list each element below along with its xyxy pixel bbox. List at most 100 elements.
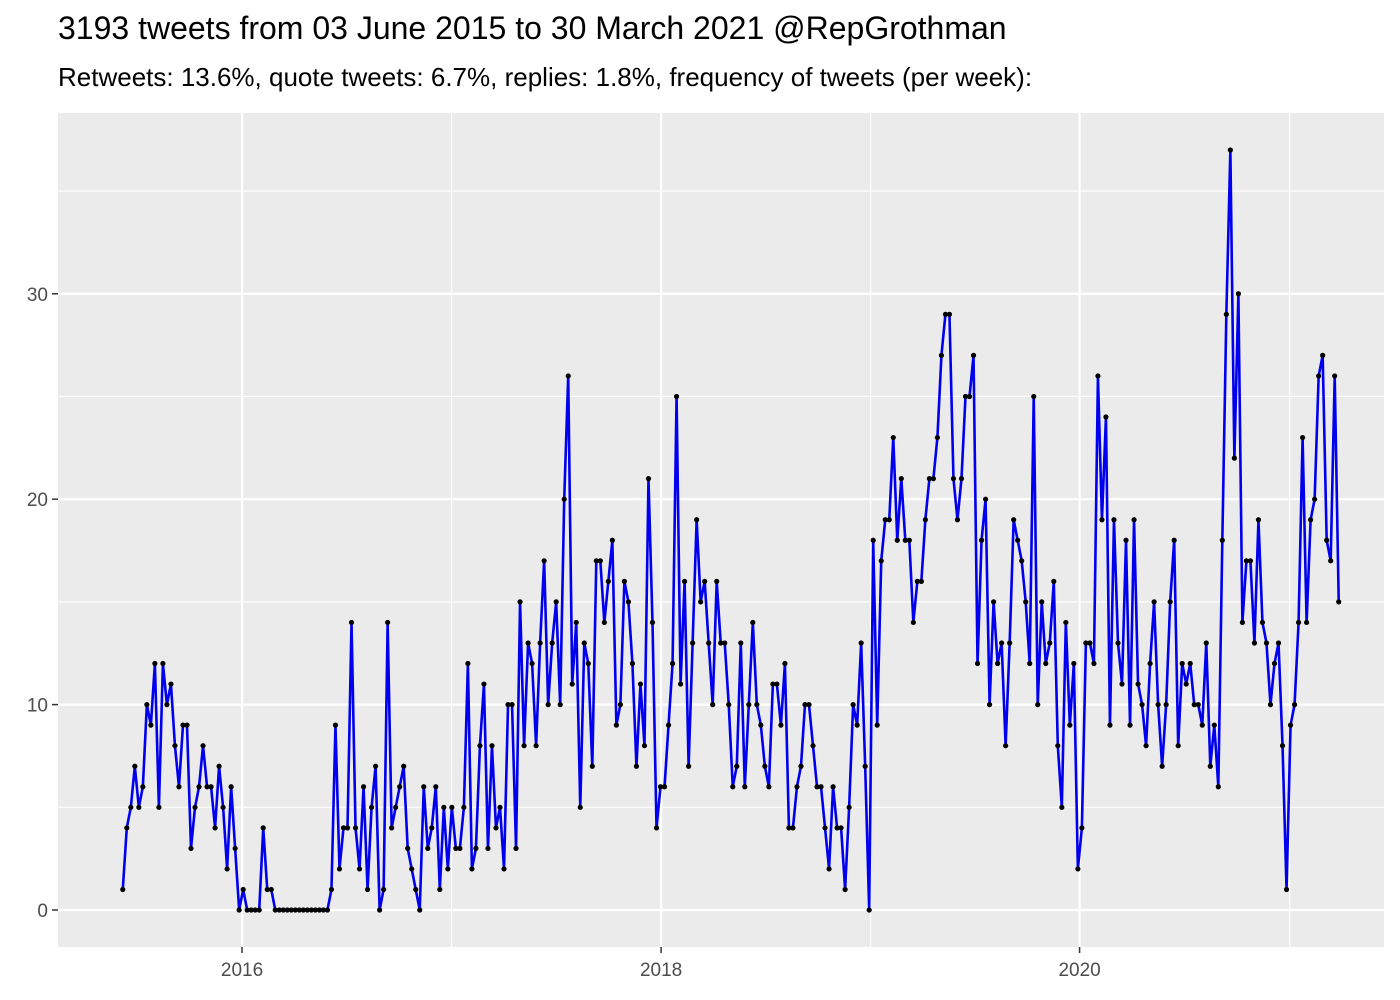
data-point xyxy=(336,866,343,872)
data-point xyxy=(898,476,904,482)
data-point xyxy=(1291,702,1298,708)
data-point xyxy=(501,866,507,872)
data-point xyxy=(344,825,351,831)
data-point xyxy=(637,681,644,687)
data-point xyxy=(1203,640,1209,646)
data-point xyxy=(902,537,908,543)
data-point xyxy=(469,866,475,872)
data-point xyxy=(1071,660,1077,667)
data-point xyxy=(429,825,435,831)
data-point xyxy=(838,825,844,831)
data-point xyxy=(991,599,997,605)
data-point xyxy=(517,599,523,605)
data-point xyxy=(746,702,752,708)
data-point xyxy=(204,784,210,790)
data-point xyxy=(1039,599,1045,605)
data-point xyxy=(1227,147,1233,153)
x-tick-label: 2016 xyxy=(221,960,263,981)
data-point xyxy=(224,866,230,872)
data-point xyxy=(910,619,916,626)
data-point xyxy=(665,722,672,728)
data-point xyxy=(533,743,539,749)
data-point xyxy=(1304,619,1310,626)
data-point xyxy=(1127,722,1133,728)
data-point xyxy=(942,311,949,317)
data-point xyxy=(597,558,603,564)
data-point xyxy=(401,763,407,769)
data-point xyxy=(605,578,611,584)
data-point xyxy=(1091,660,1097,667)
data-point xyxy=(894,537,900,543)
data-point xyxy=(862,763,868,769)
data-point xyxy=(822,825,828,831)
data-point xyxy=(814,784,820,790)
data-point xyxy=(673,393,680,400)
data-point xyxy=(441,804,447,810)
data-point xyxy=(377,907,383,913)
data-point xyxy=(1328,558,1334,564)
data-point xyxy=(930,476,937,482)
data-point xyxy=(966,393,973,400)
data-point xyxy=(958,476,965,482)
y-tick-label: 30 xyxy=(27,285,48,306)
data-point xyxy=(192,804,198,810)
data-point xyxy=(409,866,415,872)
data-point xyxy=(212,825,218,831)
data-point xyxy=(1283,886,1290,893)
data-point xyxy=(180,722,186,728)
data-point xyxy=(1163,702,1169,708)
data-point xyxy=(1115,640,1121,646)
data-point xyxy=(272,907,278,913)
data-point xyxy=(473,845,479,852)
data-point xyxy=(770,681,776,687)
data-point xyxy=(786,825,792,831)
data-point xyxy=(340,825,347,831)
data-point xyxy=(1119,681,1125,687)
data-point xyxy=(882,517,888,523)
data-point xyxy=(557,702,563,708)
data-point xyxy=(850,702,856,708)
data-point xyxy=(974,660,981,667)
data-point xyxy=(794,784,800,790)
data-point xyxy=(762,763,768,769)
data-point xyxy=(449,804,455,810)
data-point xyxy=(497,804,503,810)
data-point xyxy=(818,784,824,790)
data-point xyxy=(758,722,764,728)
data-point xyxy=(364,886,371,893)
data-point xyxy=(1183,681,1189,687)
data-point xyxy=(653,825,660,831)
data-point xyxy=(216,763,222,769)
data-point xyxy=(280,907,286,913)
data-point xyxy=(1320,352,1326,358)
data-point xyxy=(240,886,246,893)
data-point xyxy=(1031,393,1037,400)
data-point xyxy=(485,845,491,852)
data-point xyxy=(1324,537,1330,543)
data-point xyxy=(545,702,551,708)
data-point xyxy=(890,434,896,441)
data-point xyxy=(649,619,656,626)
data-point xyxy=(477,743,483,749)
data-point xyxy=(236,907,242,913)
data-point xyxy=(132,763,138,769)
data-point xyxy=(754,702,760,708)
data-point xyxy=(1195,702,1201,708)
data-point xyxy=(521,743,527,749)
data-point xyxy=(1111,517,1117,523)
data-point xyxy=(1263,640,1270,646)
data-point xyxy=(1312,496,1318,502)
data-point xyxy=(256,907,262,913)
data-point xyxy=(999,640,1005,646)
data-point xyxy=(1332,373,1338,379)
data-point xyxy=(1083,640,1089,646)
data-point xyxy=(645,476,652,482)
data-point xyxy=(1167,599,1173,605)
data-point xyxy=(874,722,880,728)
data-point xyxy=(593,558,599,564)
data-point xyxy=(1059,804,1065,810)
data-point xyxy=(413,886,419,893)
data-point xyxy=(1239,619,1245,626)
data-point xyxy=(264,886,270,893)
data-point xyxy=(541,558,547,564)
